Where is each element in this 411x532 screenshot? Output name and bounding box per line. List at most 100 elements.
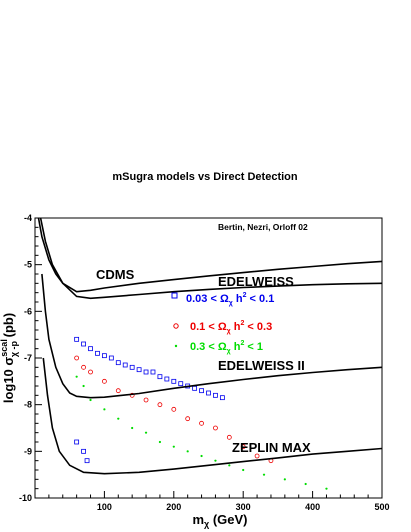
limit-curve-2	[41, 273, 383, 399]
data-point-series-0	[143, 369, 149, 375]
x-axis-label: mχ (GeV)	[192, 512, 247, 529]
axis-layer: 100 200 300 400 500 -10 -9 -8 -7 -6 -5 -4	[19, 213, 390, 512]
data-point-series-0	[95, 350, 100, 356]
chart-title: mSugra models vs Direct Detection	[112, 171, 298, 183]
data-point-series-1	[102, 378, 107, 384]
data-point-series-2	[242, 468, 245, 472]
limit-curve-0	[37, 217, 383, 293]
data-point-series-1	[213, 425, 218, 431]
x-tick-label: 400	[305, 502, 320, 512]
data-point-series-0	[192, 385, 198, 391]
legend-0-sub: χ	[229, 300, 233, 307]
legend-0-end: < 0.1	[246, 293, 274, 305]
legend-entry-2: 0.3 < Ωχ h2 < 1	[190, 340, 263, 355]
legend-0-tail: h	[233, 293, 243, 305]
data-point-series-1	[254, 453, 260, 459]
data-point-series-1	[115, 388, 121, 394]
data-point-series-2	[172, 445, 175, 448]
legend-marker-red	[173, 323, 179, 329]
data-point-series-2	[325, 487, 328, 490]
data-point-series-0	[206, 390, 211, 396]
scatter-layer	[74, 336, 328, 490]
data-point-series-0	[219, 395, 225, 401]
data-point-series-0	[115, 360, 121, 366]
x-axis-label-sub: χ	[204, 519, 210, 529]
data-point-series-1	[88, 369, 93, 375]
data-point-series-0	[136, 367, 142, 373]
data-point-series-0	[88, 346, 93, 352]
data-point-series-1	[226, 434, 232, 440]
data-point-series-1	[81, 364, 86, 370]
x-tick-label: 200	[166, 502, 181, 512]
legend-1-name: 0.1 < Ω	[190, 321, 227, 333]
data-point-series-0	[171, 378, 177, 384]
y-tick-label: -4	[24, 213, 32, 223]
data-point-series-2	[75, 375, 78, 378]
x-axis-label-rest: (GeV)	[209, 512, 247, 527]
x-tick-label: 300	[236, 502, 251, 512]
y-axis-label: log10 σscalχ -p (pb)	[0, 313, 19, 403]
y-tick-label: -7	[24, 353, 32, 363]
data-point-series-1	[171, 406, 177, 412]
data-point-series-2	[262, 473, 266, 476]
data-point-series-2	[283, 478, 286, 481]
limit-curve-layer	[37, 217, 383, 475]
legend-0-sup: 2	[243, 292, 247, 299]
limit-curve-1	[39, 217, 383, 300]
data-point-series-1	[199, 420, 204, 426]
data-point-series-2	[158, 440, 162, 444]
y-tick-label: -9	[24, 446, 32, 456]
limit-curve-3	[42, 357, 383, 475]
curve-label-edelweiss-ii: EDELWEISS II	[218, 358, 305, 373]
data-point-series-2	[103, 408, 106, 411]
data-point-series-2	[89, 398, 92, 402]
data-point-series-2	[186, 450, 189, 453]
legend-entry-1: 0.1 < Ωχ h2 < 0.3	[190, 320, 272, 335]
data-point-series-1	[240, 444, 246, 450]
data-point-series-0	[108, 355, 114, 361]
data-point-series-1	[143, 397, 149, 403]
legend-entry-0: 0.03 < Ωχ h2 < 0.1	[186, 292, 274, 307]
x-tick-label: 500	[374, 502, 389, 512]
annotation-text: Bertin, Nezri, Orloff 02	[218, 222, 308, 232]
data-point-series-1	[185, 416, 191, 422]
data-point-series-0	[102, 353, 107, 359]
legend-0-name: 0.03 < Ω	[186, 293, 229, 305]
data-point-series-1	[129, 392, 135, 398]
data-point-series-0	[122, 362, 128, 368]
legend-1-tail: h	[231, 321, 241, 333]
data-point-series-2	[144, 431, 148, 434]
y-tick-label: -5	[24, 260, 32, 270]
data-point-series-0	[164, 376, 170, 382]
data-point-series-0	[74, 439, 80, 445]
data-point-series-0	[150, 369, 156, 375]
data-point-series-0	[157, 374, 163, 380]
legend: 0.03 < Ωχ h2 < 0.1 0.1 < Ωχ h2 < 0.3 0.3…	[171, 292, 274, 355]
data-point-series-0	[178, 381, 184, 387]
data-point-series-2	[200, 454, 203, 458]
legend-marker-green	[174, 344, 178, 348]
data-point-series-0	[81, 448, 86, 454]
data-point-series-0	[129, 364, 135, 370]
data-point-series-0	[84, 458, 90, 464]
y-axis-label-sup: scal	[0, 339, 9, 357]
data-point-series-1	[74, 355, 80, 361]
data-point-series-0	[199, 388, 204, 394]
plot-frame	[34, 217, 383, 499]
curve-label-edelweiss: EDELWEISS	[218, 274, 294, 289]
data-point-series-2	[304, 482, 307, 486]
legend-2-sub: χ	[227, 348, 231, 355]
curve-label-zeplin-max: ZEPLIN MAX	[232, 440, 311, 455]
legend-2-sup: 2	[240, 340, 244, 347]
data-point-series-0	[81, 341, 86, 347]
legend-2-name: 0.3 < Ω	[190, 341, 227, 353]
data-point-series-2	[214, 459, 217, 462]
data-point-series-2	[117, 417, 120, 420]
y-tick-label: -6	[24, 306, 32, 316]
y-axis-label-main: log10 σ	[1, 357, 16, 404]
data-point-series-2	[228, 464, 231, 467]
y-axis-label-sub: χ -p	[9, 340, 19, 357]
x-axis-label-main: m	[192, 512, 204, 527]
legend-1-sub: χ	[227, 328, 231, 335]
